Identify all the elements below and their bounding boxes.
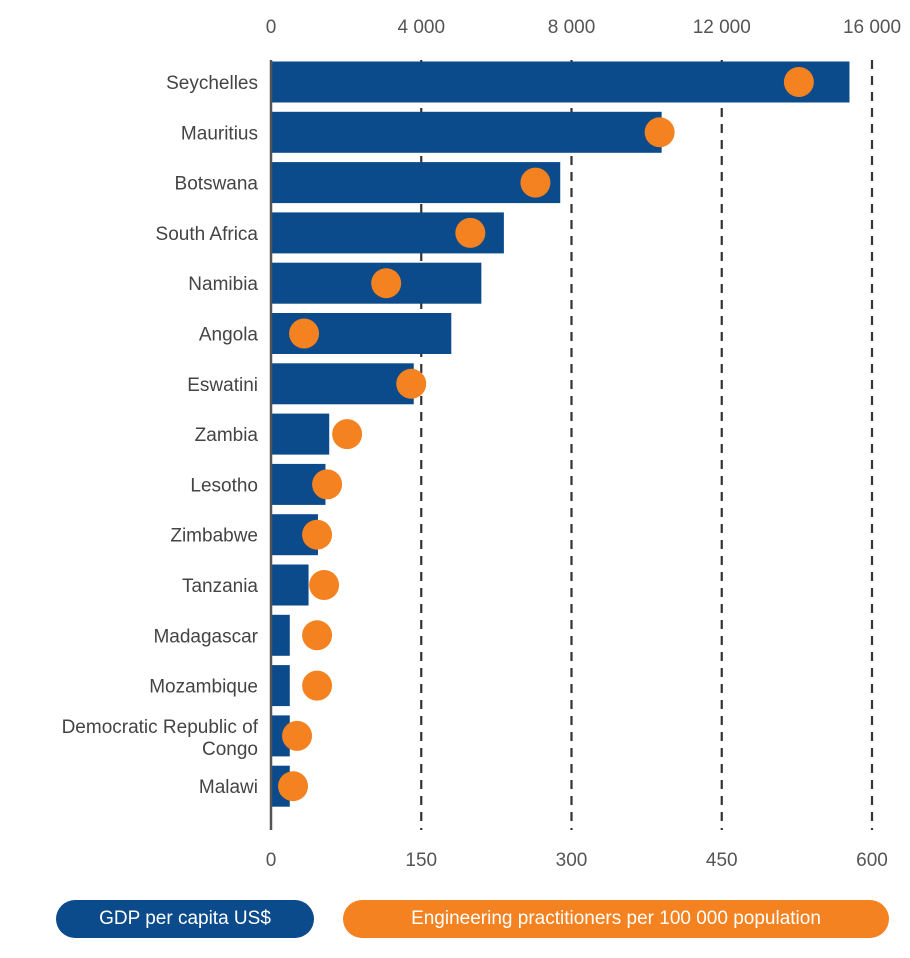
gdp-bar bbox=[271, 61, 850, 103]
gdp-bar bbox=[271, 363, 414, 405]
category-labels: Seychelles Mauritius Botswana South Africa N… bbox=[62, 73, 259, 798]
category-label: Angola bbox=[199, 325, 259, 346]
top-tick-label: 12 000 bbox=[693, 17, 751, 38]
engineer-dot bbox=[332, 419, 363, 450]
category-label: Zimbabwe bbox=[170, 526, 258, 547]
category-label: Mauritius bbox=[181, 123, 258, 144]
engineer-dot bbox=[309, 570, 340, 600]
gdp-bar bbox=[271, 564, 309, 606]
engineer-dot bbox=[644, 117, 675, 148]
category-label: Tanzania bbox=[182, 576, 258, 597]
bottom-tick-label: 0 bbox=[266, 850, 277, 871]
engineer-dot bbox=[312, 469, 343, 500]
category-label: Mozambique bbox=[149, 677, 258, 698]
engineer-dot bbox=[520, 167, 551, 198]
top-tick-label: 8 000 bbox=[548, 17, 596, 38]
category-label: Zambia bbox=[195, 425, 259, 446]
engineer-dots bbox=[278, 67, 814, 802]
gridlines bbox=[420, 60, 874, 830]
category-label: Seychelles bbox=[166, 73, 258, 94]
engineer-dot bbox=[289, 318, 320, 349]
bottom-tick-label: 300 bbox=[556, 850, 588, 871]
legend-engineers: Engineering practitioners per 100 000 po… bbox=[343, 900, 889, 938]
engineer-dot bbox=[302, 670, 333, 701]
category-label: Namibia bbox=[188, 274, 258, 295]
top-tick-label: 4 000 bbox=[397, 17, 445, 38]
engineer-dot bbox=[302, 620, 333, 651]
gdp-bar bbox=[271, 715, 290, 757]
category-label: Lesotho bbox=[190, 475, 258, 496]
engineer-dot bbox=[396, 368, 427, 399]
gdp-bar bbox=[271, 665, 290, 707]
category-label: Malawi bbox=[199, 777, 258, 798]
category-label: Botswana bbox=[175, 174, 259, 195]
category-label: Eswatini bbox=[187, 375, 258, 396]
top-tick-label: 16 000 bbox=[843, 17, 901, 38]
gdp-bar bbox=[271, 162, 561, 204]
top-axis-ticks: 0 4 000 8 000 12 000 16 000 bbox=[266, 17, 901, 38]
engineer-dot bbox=[278, 771, 309, 802]
engineer-dot bbox=[371, 268, 402, 299]
bottom-tick-label: 600 bbox=[856, 850, 888, 871]
engineer-dot bbox=[783, 67, 814, 97]
gdp-bar bbox=[271, 111, 662, 153]
bottom-tick-label: 150 bbox=[405, 850, 437, 871]
bottom-tick-label: 450 bbox=[706, 850, 738, 871]
gdp-bar bbox=[271, 413, 330, 455]
category-label: Democratic Republic of Congo bbox=[62, 717, 259, 760]
gdp-bar bbox=[271, 614, 290, 656]
legend-gdp: GDP per capita US$ bbox=[56, 900, 314, 938]
engineer-dot bbox=[302, 519, 333, 550]
bottom-axis-ticks: 0 150 300 450 600 bbox=[266, 850, 888, 871]
category-label: Madagascar bbox=[153, 626, 258, 647]
top-tick-label: 0 bbox=[266, 17, 277, 38]
category-label: South Africa bbox=[156, 224, 259, 245]
engineer-dot bbox=[282, 720, 313, 751]
engineer-dot bbox=[455, 217, 486, 248]
chart: 0 4 000 8 000 12 000 16 000 0 150 300 450 600 Se… bbox=[62, 17, 901, 871]
